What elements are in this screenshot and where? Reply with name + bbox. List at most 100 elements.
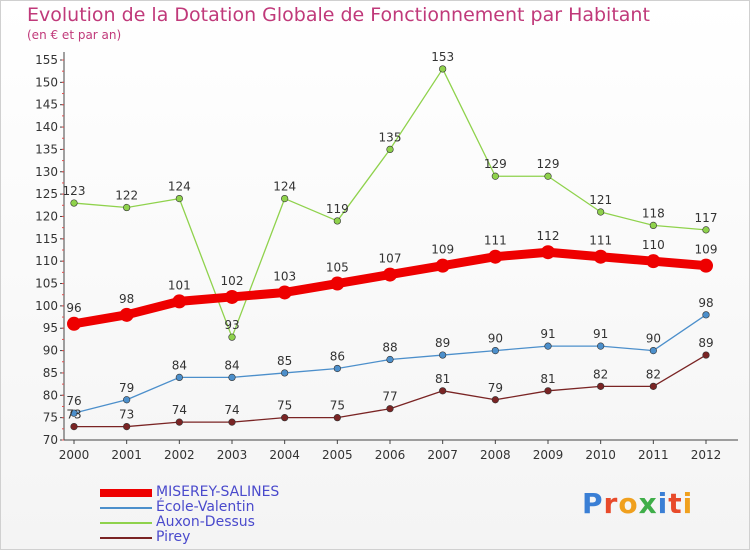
data-point-pirey bbox=[123, 422, 131, 431]
data-label-miserey-salines: 109 bbox=[431, 243, 454, 257]
data-label-ecole-valentin: 90 bbox=[646, 332, 661, 346]
y-tick-label: 120 bbox=[35, 209, 58, 223]
data-label-auxon-dessus: 153 bbox=[431, 50, 454, 64]
logo-letter: i bbox=[682, 487, 694, 520]
data-label-ecole-valentin: 79 bbox=[119, 381, 134, 395]
data-point-miserey-salines bbox=[435, 258, 450, 273]
legend-swatch bbox=[100, 521, 152, 524]
legend-label: MISEREY-SALINES bbox=[156, 484, 280, 500]
data-label-miserey-salines: 105 bbox=[326, 261, 349, 275]
y-tick-label: 85 bbox=[43, 366, 58, 380]
x-tick-label: 2011 bbox=[638, 448, 669, 462]
legend-item: Auxon-Dessus bbox=[100, 515, 279, 530]
data-labels: 123 122 124 93 124 119 135 153 129 129 121 118 117 76… bbox=[63, 50, 718, 422]
legend-item: Pirey bbox=[100, 530, 279, 545]
data-point-ecole-valentin bbox=[491, 346, 499, 355]
data-label-auxon-dessus: 119 bbox=[326, 202, 349, 216]
data-label-miserey-salines: 107 bbox=[379, 252, 402, 266]
y-tick-label: 110 bbox=[35, 254, 58, 268]
data-label-ecole-valentin: 84 bbox=[224, 358, 239, 372]
data-label-pirey: 79 bbox=[488, 381, 503, 395]
data-point-pirey bbox=[702, 351, 710, 359]
data-label-ecole-valentin: 90 bbox=[488, 332, 503, 346]
y-tick-label: 90 bbox=[43, 344, 58, 358]
data-point-miserey-salines bbox=[277, 285, 292, 300]
data-label-pirey: 82 bbox=[646, 367, 661, 381]
data-point-pirey bbox=[281, 414, 289, 422]
data-label-ecole-valentin: 91 bbox=[540, 327, 555, 341]
data-point-ecole-valentin bbox=[123, 396, 131, 404]
logo-letter: t bbox=[668, 487, 683, 520]
logo-letter: o bbox=[618, 487, 639, 520]
data-label-pirey: 89 bbox=[698, 336, 713, 350]
data-point-miserey-salines bbox=[593, 249, 608, 264]
x-tick-label: 2012 bbox=[691, 448, 722, 462]
data-label-miserey-salines: 111 bbox=[589, 234, 612, 248]
x-tick-label: 2005 bbox=[322, 448, 353, 462]
y-tick-label: 70 bbox=[43, 433, 58, 447]
legend-swatch bbox=[100, 488, 152, 497]
data-label-ecole-valentin: 98 bbox=[698, 296, 713, 310]
data-label-miserey-salines: 103 bbox=[273, 269, 296, 283]
y-tick-label: 125 bbox=[35, 187, 58, 201]
data-label-auxon-dessus: 117 bbox=[695, 211, 718, 225]
data-label-pirey: 74 bbox=[172, 403, 187, 417]
data-label-ecole-valentin: 89 bbox=[435, 336, 450, 350]
data-label-ecole-valentin: 76 bbox=[66, 394, 81, 408]
legend-item: École-Valentin bbox=[100, 500, 279, 515]
legend-item: MISEREY-SALINES bbox=[100, 485, 279, 500]
data-point-miserey-salines bbox=[383, 267, 397, 282]
data-label-auxon-dessus: 135 bbox=[379, 130, 402, 144]
data-label-miserey-salines: 96 bbox=[66, 301, 81, 315]
logo-letter: r bbox=[603, 487, 619, 520]
x-tick-label: 2001 bbox=[111, 448, 142, 462]
data-point-auxon-dessus bbox=[70, 199, 78, 207]
legend-label: École-Valentin bbox=[156, 499, 255, 515]
data-point-auxon-dessus bbox=[333, 217, 341, 225]
data-label-ecole-valentin: 84 bbox=[172, 358, 187, 372]
data-point-auxon-dessus bbox=[281, 194, 289, 203]
x-tick-label: 2009 bbox=[533, 448, 564, 462]
data-point-pirey bbox=[228, 418, 236, 426]
data-point-auxon-dessus bbox=[597, 208, 605, 216]
data-point-pirey bbox=[175, 418, 183, 426]
data-point-ecole-valentin bbox=[649, 346, 657, 355]
data-label-auxon-dessus: 129 bbox=[537, 157, 560, 171]
x-tick-label: 2002 bbox=[164, 448, 195, 462]
data-label-miserey-salines: 110 bbox=[642, 238, 665, 252]
data-label-ecole-valentin: 91 bbox=[593, 327, 608, 341]
data-label-auxon-dessus: 118 bbox=[642, 206, 665, 220]
chart-subtitle: (en € et par an) bbox=[27, 28, 122, 42]
data-point-auxon-dessus bbox=[491, 172, 499, 180]
data-label-pirey: 75 bbox=[277, 399, 292, 413]
data-label-auxon-dessus: 124 bbox=[168, 180, 191, 194]
logo-letter: x bbox=[638, 487, 658, 520]
data-label-pirey: 77 bbox=[382, 390, 397, 404]
data-point-miserey-salines bbox=[119, 307, 134, 322]
data-point-ecole-valentin bbox=[228, 373, 236, 382]
data-label-auxon-dessus: 124 bbox=[273, 180, 296, 194]
y-tick-label: 140 bbox=[35, 120, 58, 134]
series-layer bbox=[67, 65, 713, 431]
data-point-auxon-dessus bbox=[228, 333, 236, 341]
data-point-miserey-salines bbox=[646, 254, 661, 269]
data-point-ecole-valentin bbox=[175, 373, 183, 382]
y-tick-label: 130 bbox=[35, 165, 58, 179]
data-point-ecole-valentin bbox=[702, 311, 710, 319]
x-tick-label: 2003 bbox=[217, 448, 248, 462]
data-label-ecole-valentin: 86 bbox=[330, 349, 345, 363]
data-label-auxon-dessus: 129 bbox=[484, 157, 507, 171]
data-label-pirey: 81 bbox=[540, 372, 555, 386]
data-point-miserey-salines bbox=[488, 249, 503, 264]
data-label-pirey: 73 bbox=[66, 408, 81, 422]
data-point-auxon-dessus bbox=[702, 226, 710, 234]
x-tick-label: 2010 bbox=[585, 448, 616, 462]
data-point-miserey-salines bbox=[541, 245, 555, 260]
legend-swatch bbox=[100, 536, 152, 539]
data-label-auxon-dessus: 122 bbox=[115, 189, 138, 203]
y-tick-label: 80 bbox=[43, 388, 58, 402]
data-label-auxon-dessus: 121 bbox=[589, 193, 612, 207]
data-point-ecole-valentin bbox=[386, 355, 394, 364]
data-label-miserey-salines: 109 bbox=[695, 243, 718, 257]
